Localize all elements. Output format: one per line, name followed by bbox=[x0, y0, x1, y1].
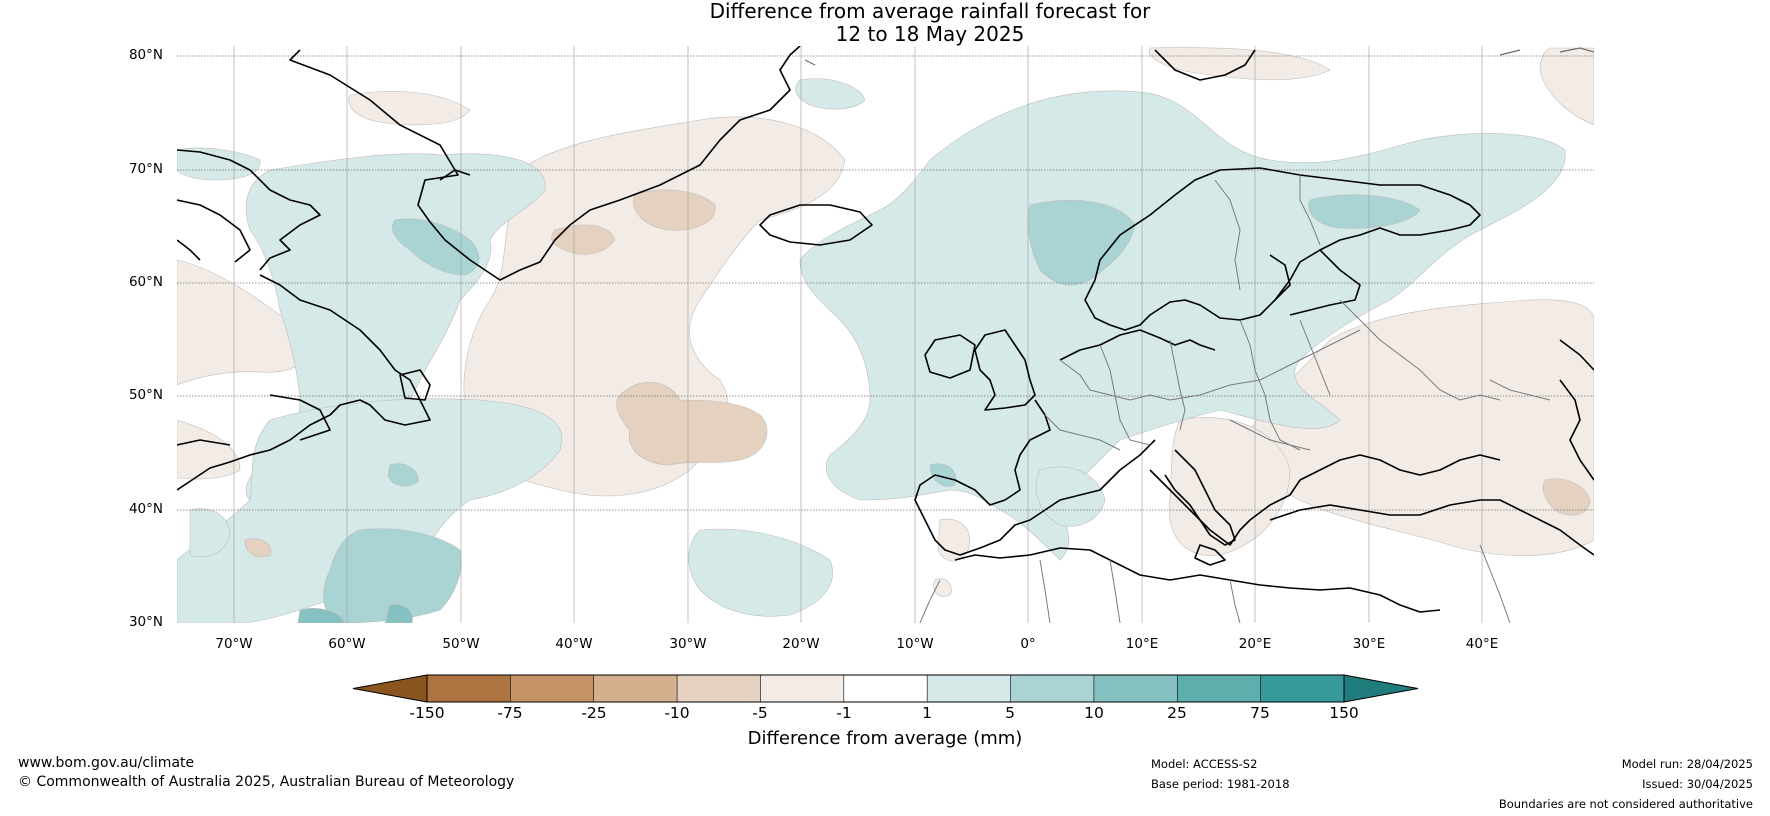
lon-label: 30°E bbox=[1352, 636, 1386, 652]
model-run-text: Model run: 28/04/2025 bbox=[1621, 757, 1753, 771]
lat-label: 50°N bbox=[128, 387, 163, 403]
lon-label: 10°W bbox=[896, 636, 934, 652]
colorbar-cell bbox=[593, 674, 678, 703]
colorbar-cell bbox=[676, 674, 762, 703]
colorbar-cell bbox=[843, 674, 928, 703]
colorbar-outline bbox=[426, 674, 1345, 703]
title-line-1: Difference from average rainfall forecas… bbox=[709, 0, 1151, 23]
model-text: Model: ACCESS-S2 bbox=[1151, 757, 1258, 771]
lon-label: 10°E bbox=[1125, 636, 1159, 652]
anomaly-wet-strong bbox=[297, 604, 413, 623]
disclaimer-text: Boundaries are not considered authoritat… bbox=[1498, 797, 1753, 811]
colorbar-tick: 5 bbox=[1005, 704, 1015, 722]
colorbar-tick: -75 bbox=[497, 704, 523, 722]
lon-label: 20°W bbox=[782, 636, 820, 652]
lat-label: 40°N bbox=[128, 501, 163, 517]
colorbar-label: Difference from average (mm) bbox=[747, 728, 1023, 749]
colorbar-cell bbox=[760, 674, 845, 703]
base-period-text: Base period: 1981-2018 bbox=[1151, 777, 1290, 791]
map-plot-area bbox=[177, 46, 1594, 623]
lat-label: 60°N bbox=[128, 274, 163, 290]
colorbar-cells bbox=[352, 674, 1419, 703]
issued-text: Issued: 30/04/2025 bbox=[1642, 777, 1753, 791]
colorbar-tick: -5 bbox=[752, 704, 768, 722]
colorbar-cell bbox=[1260, 674, 1345, 703]
colorbar-tick: 150 bbox=[1329, 704, 1359, 722]
colorbar-tick: 10 bbox=[1084, 704, 1104, 722]
colorbar-extend-high bbox=[1343, 674, 1419, 703]
colorbar-cell bbox=[1093, 674, 1179, 703]
colorbar-tick: -1 bbox=[836, 704, 852, 722]
colorbar-tick: 75 bbox=[1250, 704, 1270, 722]
latitude-gridlines bbox=[177, 55, 1594, 511]
colorbar-cell bbox=[1176, 674, 1262, 703]
lon-label: 0° bbox=[1020, 636, 1036, 652]
lon-label: 20°E bbox=[1238, 636, 1272, 652]
lat-label: 30°N bbox=[128, 614, 163, 630]
title-line-2: 12 to 18 May 2025 bbox=[835, 22, 1025, 46]
lat-label: 80°N bbox=[128, 47, 163, 63]
copyright-text: © Commonwealth of Australia 2025, Austra… bbox=[18, 774, 515, 790]
lon-label: 30°W bbox=[669, 636, 707, 652]
country-borders bbox=[919, 175, 1551, 623]
website-text: www.bom.gov.au/climate bbox=[18, 755, 195, 771]
lat-label: 70°N bbox=[128, 161, 163, 177]
anomaly-dry-medium bbox=[244, 189, 1591, 558]
sea-ice-edges bbox=[804, 47, 1594, 66]
lon-label: 70°W bbox=[215, 636, 253, 652]
colorbar-cell bbox=[510, 674, 595, 703]
colorbar-cell bbox=[1010, 674, 1095, 703]
longitude-gridlines bbox=[233, 46, 1483, 623]
colorbar-tick: 25 bbox=[1167, 704, 1187, 722]
colorbar-cell bbox=[426, 674, 512, 703]
lon-label: 50°W bbox=[442, 636, 480, 652]
colorbar-extend-low bbox=[352, 674, 428, 703]
lon-label: 40°W bbox=[555, 636, 593, 652]
colorbar-tick: -10 bbox=[664, 704, 690, 722]
colorbar-cell bbox=[926, 674, 1012, 703]
colorbar-tick: 1 bbox=[922, 704, 932, 722]
lon-label: 60°W bbox=[328, 636, 366, 652]
coastlines bbox=[177, 46, 1594, 613]
anomaly-wet-medium bbox=[323, 194, 1421, 623]
colorbar-tick: -150 bbox=[409, 704, 445, 722]
colorbar-tick: -25 bbox=[581, 704, 607, 722]
lon-label: 40°E bbox=[1465, 636, 1499, 652]
